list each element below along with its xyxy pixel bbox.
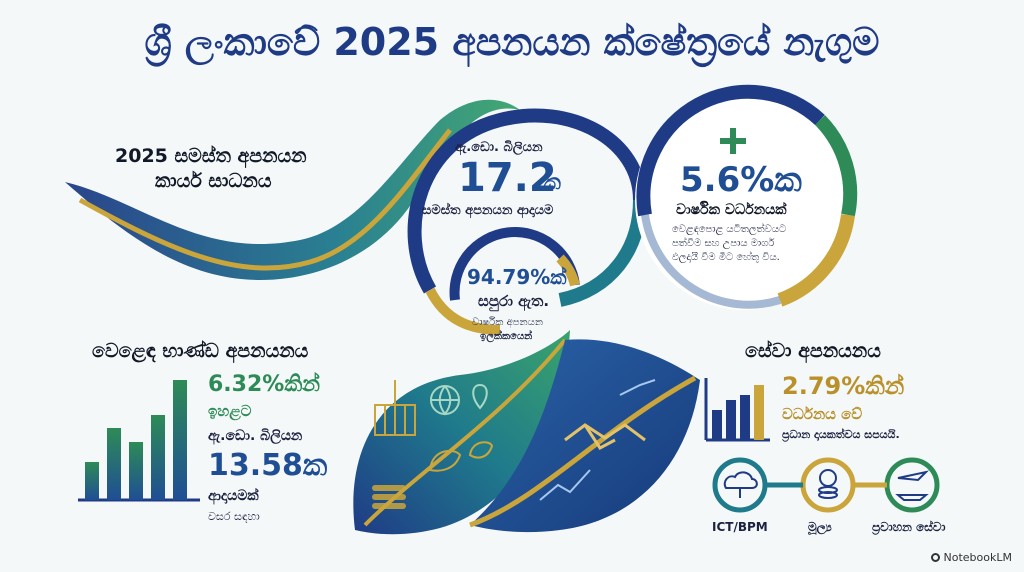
growth-ring: [635, 84, 858, 310]
bar-4: [151, 415, 165, 500]
plane-ship-icon: [895, 470, 930, 501]
services-icon-label-transport: ප්‍රවාහන සේවා: [872, 520, 946, 534]
services-line2: වර්ධනය වේ: [782, 405, 863, 423]
notebooklm-watermark: NotebookLM: [930, 551, 1012, 564]
goods-value: 13.58ක: [208, 448, 328, 483]
services-line3: ප්‍රධාන දායකත්වය සපයයි.: [782, 428, 900, 441]
total-revenue-caption: සමස්ත අපනයන ආදායම: [422, 203, 554, 218]
bar-5: [173, 380, 187, 500]
goods-percent: 6.32%කින්: [208, 372, 321, 397]
target-line2: සපුරා ඇත.: [478, 292, 550, 310]
wave-swoosh: [65, 99, 520, 280]
target-gauge: [449, 227, 580, 301]
overall-heading-line1: 2025 සමස්ත අපනයන: [115, 145, 307, 167]
bar-3: [129, 442, 143, 500]
growth-desc-line3: ඵලදායී වීම මීට හේතු විය.: [672, 252, 780, 263]
tea-leaf-icon: [428, 441, 494, 472]
overall-heading-line2: කාර්ය සාධනය: [155, 170, 272, 192]
target-caption-line1: වාර්ෂික අපනයන: [472, 317, 543, 328]
growth-percent: 5.6%ක: [680, 160, 802, 200]
page-title: ශ්‍රී ලංකාවේ 2025 අපනයන ක්ෂේත්‍රයේ නැගුම: [144, 20, 880, 64]
plus-icon: [720, 128, 746, 154]
target-caption-line2: ඉලක්කයෙන්: [480, 331, 533, 342]
bar-2: [107, 428, 121, 500]
goods-line2: ඉහළට: [208, 402, 252, 420]
growth-desc-line2: පත්වීම සහ උපාය මාර්ග: [672, 238, 775, 249]
target-percent: 94.79%ක්: [467, 265, 567, 289]
fabric-stack-icon: [372, 485, 406, 509]
goods-heading: වෙළෙඳ භාණ්ඩ අපනයනය: [92, 340, 309, 362]
goods-line5: ආදායමක්: [208, 488, 259, 504]
services-bar-chart: [704, 378, 770, 442]
services-icon-label-finance: මූල්‍ය: [808, 520, 832, 534]
footer-brand: NotebookLM: [943, 551, 1012, 564]
total-unit-label: ඇ.ඩො. බිලියන: [455, 140, 543, 155]
services-leaf: [469, 339, 700, 533]
services-icon-chain: [712, 457, 940, 513]
handshake-icon: [564, 423, 646, 450]
notebooklm-logo-icon: [930, 553, 940, 562]
total-revenue-value: 17.2: [458, 155, 557, 201]
location-pin-icon: [472, 383, 488, 410]
services-percent: 2.79%කින්: [782, 372, 905, 400]
goods-unit-label: ඇ.ඩො. බිලියන: [208, 428, 303, 444]
services-icon-label-ict: ICT/BPM: [712, 520, 768, 534]
cloud-network-icon: [723, 471, 758, 498]
coins-gear-icon: [818, 469, 838, 499]
total-revenue-suffix: ක: [543, 170, 561, 195]
goods-line6: වසර සඳහා: [208, 510, 260, 523]
globe-icon: [430, 385, 460, 416]
container-crane-icon: [374, 380, 416, 436]
growth-heading: වාර්ෂික වර්ධනයක්: [676, 202, 787, 218]
goods-bar-chart: [78, 380, 200, 502]
bar-1: [85, 462, 99, 500]
services-heading: සේවා අපනයනය: [745, 340, 881, 362]
growth-chart-icon: [539, 379, 656, 501]
growth-desc-line1: වෙළඳපොළ යටිතලත්වයට: [672, 224, 787, 235]
